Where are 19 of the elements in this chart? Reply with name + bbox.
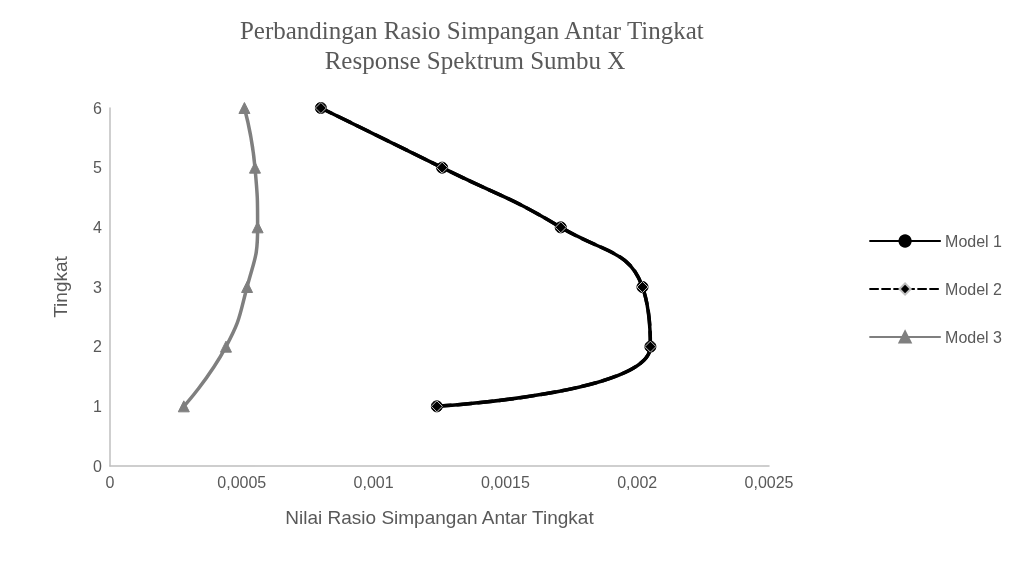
legend-label: Model 1 <box>945 232 1003 250</box>
x-tick-label: 0 <box>105 473 115 491</box>
y-axis-title: Tingkat <box>50 255 71 318</box>
y-tick-label: 4 <box>93 218 103 236</box>
y-tick-label: 3 <box>93 278 103 296</box>
y-tick-label: 1 <box>93 397 103 415</box>
legend-label: Model 2 <box>945 280 1003 298</box>
y-tick-label: 6 <box>93 99 103 117</box>
chart-title: Perbandingan Rasio Simpangan Antar Tingkat Response Spektrum Sumbu X <box>239 16 711 74</box>
y-tick-label: 2 <box>93 338 103 356</box>
x-tick-label: 0,0005 <box>217 473 267 491</box>
x-tick-label: 0,001 <box>353 473 394 491</box>
x-axis-title: Nilai Rasio Simpangan Antar Tingkat <box>285 507 595 528</box>
y-tick-label: 5 <box>93 159 103 177</box>
y-tick-label: 0 <box>93 457 103 475</box>
legend-label: Model 3 <box>945 328 1003 346</box>
x-tick-label: 0,0025 <box>744 473 794 491</box>
x-tick-label: 0,0015 <box>480 473 530 491</box>
x-tick-label: 0,002 <box>617 473 658 491</box>
